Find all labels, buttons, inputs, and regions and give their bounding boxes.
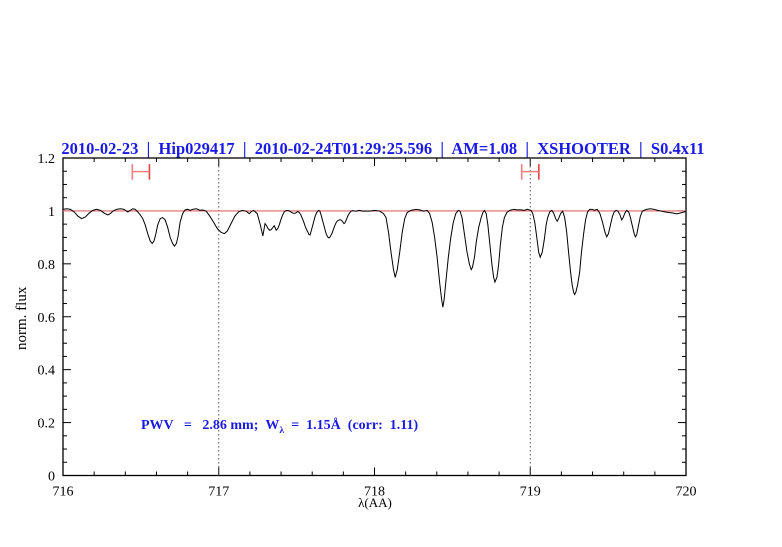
svg-text:0.2: 0.2 (38, 417, 56, 432)
svg-text:0.4: 0.4 (38, 364, 56, 379)
svg-text:1: 1 (48, 205, 55, 220)
svg-text:0.6: 0.6 (38, 311, 56, 326)
svg-text:0.8: 0.8 (38, 258, 56, 273)
svg-text:0: 0 (48, 470, 55, 485)
